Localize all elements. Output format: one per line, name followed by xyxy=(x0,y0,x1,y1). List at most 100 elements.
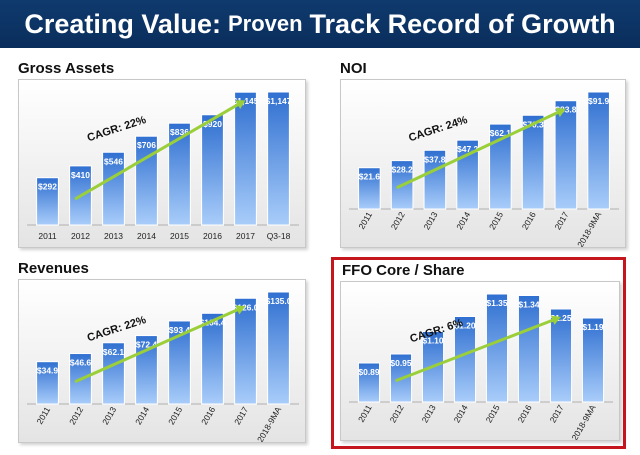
x-tick-label: 2011 xyxy=(34,405,52,426)
bar-value-label: $1,147 xyxy=(266,96,292,106)
x-tick-label: 2018-9MA xyxy=(255,405,283,442)
x-tick-label: 2013 xyxy=(421,210,439,232)
cagr-trend-arrow xyxy=(74,308,239,383)
x-tick-label: 2015 xyxy=(166,405,184,427)
bar xyxy=(102,342,125,405)
x-tick-label: 2012 xyxy=(389,210,407,232)
bar-value-label: $46.6 xyxy=(70,358,92,368)
x-tick-label: 2017 xyxy=(236,231,255,241)
bar-value-label: $546 xyxy=(104,156,123,166)
bar-value-label: $72.4 xyxy=(136,340,158,350)
gross-assets-svg: $292 2011 $410 2012 $546 2013 $706 2014 $836 2015… xyxy=(27,91,299,241)
bar-value-label: $91.9 xyxy=(588,96,610,106)
x-tick-label: 2011 xyxy=(356,403,374,424)
bar xyxy=(201,114,224,226)
bar xyxy=(554,100,578,210)
cagr-trend-arrow xyxy=(395,318,555,382)
x-tick-label: 2016 xyxy=(520,210,538,232)
x-tick-label: 2018-9MA xyxy=(569,403,597,440)
x-tick-label: 2013 xyxy=(104,231,123,241)
revenues-svg: $34.9 2011 $46.6 2012 $62.1 2013 $72.4 2014 $93.… xyxy=(27,291,299,442)
bar xyxy=(267,91,290,226)
x-tick-label: 2015 xyxy=(170,231,189,241)
x-tick-label: 2014 xyxy=(133,405,151,427)
gross-assets-chart: $292 2011 $410 2012 $546 2013 $706 2014 $836 2015… xyxy=(18,79,306,248)
x-tick-label: 2014 xyxy=(452,403,470,425)
bar xyxy=(201,312,224,405)
cagr-arrow-head xyxy=(235,305,246,315)
x-tick-label: 2011 xyxy=(38,231,57,241)
x-tick-label: 2013 xyxy=(100,405,118,427)
bar xyxy=(234,91,257,226)
noi-title: NOI xyxy=(340,60,367,77)
bar xyxy=(581,317,605,403)
cagr-trend-arrow xyxy=(396,111,560,189)
bar-value-label: $28.2 xyxy=(391,165,413,175)
bar xyxy=(102,151,125,226)
x-tick-label: 2017 xyxy=(552,210,570,232)
x-tick-label: 2011 xyxy=(356,210,374,231)
bar-value-label: $0.95 xyxy=(390,358,412,368)
bar-value-label: $37.8 xyxy=(424,154,446,164)
x-tick-label: 2017 xyxy=(548,403,566,425)
title-banner: Creating Value: Proven Track Record of G… xyxy=(0,0,640,48)
revenues-chart: $34.9 2011 $46.6 2012 $62.1 2013 $72.4 2014 $93.… xyxy=(18,279,306,443)
bar-value-label: $1.20 xyxy=(454,321,476,331)
bar-value-label: $1.19 xyxy=(582,322,604,332)
bar-value-label: $1,145 xyxy=(233,96,259,106)
bar-value-label: $920 xyxy=(203,119,222,129)
bar-value-label: $62.1 xyxy=(103,347,125,357)
x-tick-label: 2016 xyxy=(203,231,222,241)
bar xyxy=(485,293,509,403)
bar-value-label: $706 xyxy=(137,140,156,150)
x-tick-label: 2013 xyxy=(420,403,438,425)
bar-value-label: $1.10 xyxy=(422,336,444,346)
bar-value-label: $47.2 xyxy=(457,144,479,154)
bar-value-label: $34.9 xyxy=(37,366,59,376)
bar xyxy=(423,149,447,210)
bar-value-label: $93.4 xyxy=(169,325,191,335)
bar-value-label: $83.8 xyxy=(555,105,577,115)
title-part-1: Creating Value: xyxy=(24,8,221,39)
bar xyxy=(168,122,191,226)
bar xyxy=(587,91,610,210)
bar xyxy=(357,362,381,403)
x-tick-label: 2015 xyxy=(484,403,502,425)
bar-value-label: $0.89 xyxy=(358,367,380,377)
x-tick-label: 2015 xyxy=(487,210,505,232)
bar-value-label: $1.25 xyxy=(550,313,572,323)
noi-chart: $21.6 2011 $28.2 2012 $37.8 2013 $47.2 2014 $62.… xyxy=(340,79,626,248)
x-tick-label: 2018-9MA xyxy=(575,210,603,247)
bar xyxy=(267,291,290,405)
bar xyxy=(521,114,545,210)
x-tick-label: 2012 xyxy=(71,231,90,241)
gross-assets-title: Gross Assets xyxy=(18,60,115,77)
bar-value-label: $62.1 xyxy=(490,128,512,138)
bar-value-label: $292 xyxy=(38,182,57,192)
bar-value-label: $836 xyxy=(170,127,189,137)
x-tick-label: Q3-18 xyxy=(267,231,291,241)
cagr-trend-arrow xyxy=(74,103,240,200)
title-part-3: Track Record of Growth xyxy=(309,8,616,39)
bar xyxy=(36,177,59,226)
bar-value-label: $1.35 xyxy=(486,298,508,308)
bar-value-label: $21.6 xyxy=(359,172,381,182)
cagr-arrow-head xyxy=(550,315,561,325)
bar xyxy=(234,297,257,405)
x-tick-label: 2014 xyxy=(137,231,156,241)
bar-value-label: $135.0 xyxy=(266,296,292,306)
bar-value-label: $1.34 xyxy=(518,300,540,310)
x-tick-label: 2014 xyxy=(454,210,472,232)
ffo-svg: $0.89 2011 $0.95 2012 $1.10 2013 $1.20 2014 $1.3… xyxy=(349,293,613,440)
title-part-2: Proven xyxy=(227,11,303,36)
bar xyxy=(135,135,158,226)
revenues-title: Revenues xyxy=(18,260,89,277)
bar xyxy=(168,320,191,405)
x-tick-label: 2016 xyxy=(516,403,534,425)
noi-svg: $21.6 2011 $28.2 2012 $37.8 2013 $47.2 2014 $62.… xyxy=(349,91,619,247)
bar xyxy=(36,361,59,405)
cagr-arrow-head xyxy=(235,100,246,110)
ffo-title: FFO Core / Share xyxy=(342,262,465,279)
bar-value-label: $126.0 xyxy=(233,302,259,312)
bar xyxy=(549,308,573,403)
